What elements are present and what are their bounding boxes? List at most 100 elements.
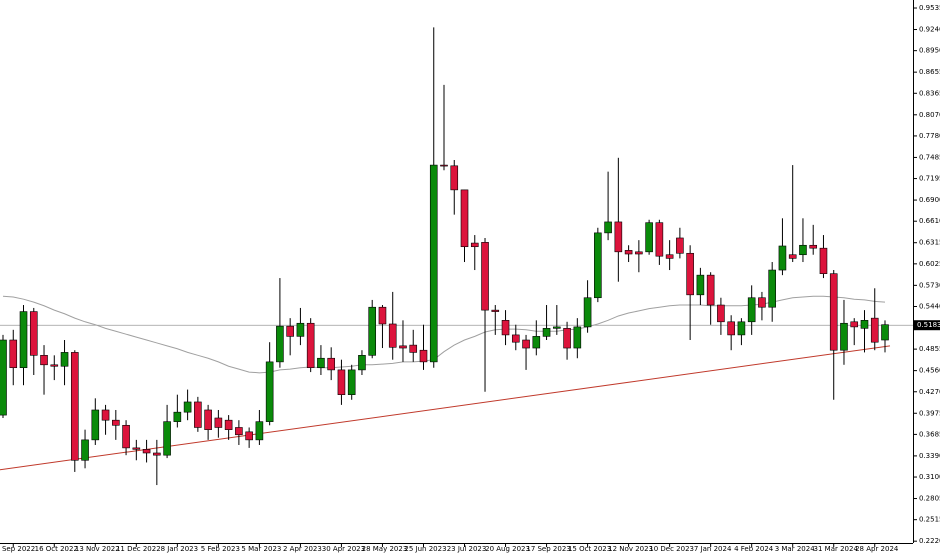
- candle-body: [511, 334, 520, 343]
- candle-body: [132, 447, 141, 450]
- candle-body: [542, 328, 551, 337]
- y-tick-label: 0.2220: [919, 537, 940, 545]
- candle-body: [214, 417, 223, 428]
- candle-body: [204, 409, 212, 430]
- x-tick-label: 23 Jul 2023: [447, 545, 487, 553]
- candle-body: [799, 244, 807, 256]
- candle-body: [163, 421, 171, 456]
- y-tick-label: 0.6025: [919, 260, 940, 268]
- candle-body: [40, 355, 48, 366]
- candle-body: [778, 245, 787, 271]
- candle-body: [19, 311, 28, 369]
- candle-body: [604, 221, 612, 234]
- candle-body: [491, 309, 500, 312]
- candle-body: [737, 321, 746, 336]
- candle-body: [337, 369, 346, 395]
- candle-body: [409, 344, 418, 353]
- candle-body: [235, 427, 243, 436]
- x-tick-label: 13 Nov 2022: [75, 545, 120, 553]
- candle-body: [153, 452, 161, 456]
- x-tick-label: 28 May 2023: [362, 545, 408, 553]
- x-tick-label: 30 Apr 2023: [322, 545, 365, 553]
- candle-body: [327, 357, 335, 371]
- x-tick-label: 15 Oct 2023: [568, 545, 611, 553]
- y-tick-label: 0.8655: [919, 68, 940, 76]
- candle-body: [306, 322, 315, 369]
- candle-body: [399, 345, 407, 349]
- x-tick-label: 4 Feb 2024: [734, 545, 774, 553]
- candle-body: [481, 242, 489, 311]
- candle-body: [378, 306, 387, 325]
- y-tick-label: 0.3685: [919, 430, 940, 438]
- candle-body: [727, 321, 735, 336]
- candle-body: [173, 411, 182, 422]
- candle-body: [563, 328, 571, 349]
- candle-body: [183, 401, 192, 413]
- y-tick-label: 0.7195: [919, 175, 940, 183]
- candle-body: [870, 317, 879, 343]
- x-tick-label: 7 Jan 2024: [694, 545, 732, 553]
- candle-body: [70, 352, 79, 461]
- candle-body: [50, 364, 59, 367]
- candle-body: [245, 431, 253, 441]
- candle-body: [635, 251, 643, 255]
- candle-body: [419, 349, 428, 363]
- candle-body: [255, 421, 264, 441]
- candle-body: [276, 325, 284, 363]
- x-tick-label: 11 Dec 2022: [116, 545, 161, 553]
- candle-body: [91, 409, 100, 441]
- candle-body: [347, 369, 356, 395]
- candle-body: [440, 164, 448, 167]
- candle-body: [850, 321, 859, 328]
- candle-body: [614, 221, 623, 253]
- candle-body: [265, 361, 274, 422]
- y-tick-label: 0.4855: [919, 345, 940, 353]
- candle-body: [470, 242, 479, 248]
- candle-body: [142, 449, 151, 454]
- candle-body: [696, 274, 705, 296]
- candle-body: [532, 336, 541, 349]
- candle-body: [747, 297, 756, 323]
- candle-body: [624, 250, 633, 255]
- candle-body: [388, 323, 397, 348]
- candle-body: [81, 439, 89, 461]
- candle-body: [450, 165, 459, 191]
- candle-body: [9, 339, 18, 369]
- candle-body: [0, 339, 7, 416]
- y-tick-label: 0.7485: [919, 153, 940, 161]
- candle-body: [881, 324, 889, 341]
- candle-body: [819, 247, 828, 274]
- x-tick-label: 5 Mar 2023: [241, 545, 281, 553]
- candle-body: [758, 297, 766, 308]
- x-tick-label: 28 Apr 2024: [855, 545, 899, 553]
- candle-body: [122, 424, 130, 449]
- candle-body: [501, 320, 510, 336]
- candle-body: [29, 311, 38, 356]
- candle-body: [224, 419, 233, 430]
- x-tick-label: 16 Oct 2022: [35, 545, 78, 553]
- candle-body: [655, 222, 664, 257]
- candle-body: [809, 244, 818, 249]
- x-tick-label: 12 Nov 2023: [608, 545, 653, 553]
- candle-body: [829, 273, 838, 351]
- y-tick-label: 0.3975: [919, 409, 940, 417]
- candle-body: [60, 352, 69, 367]
- candle-body: [860, 320, 869, 329]
- x-tick-label: 10 Dec 2023: [649, 545, 694, 553]
- x-tick-label: 31 Mar 2024: [814, 545, 859, 553]
- y-tick-label: 0.8365: [919, 89, 940, 97]
- x-tick-label: 25 Jun 2023: [404, 545, 446, 553]
- x-tick-label: 2 Apr 2023: [283, 545, 322, 553]
- x-tick-label: 8 Sep 2022: [0, 545, 35, 553]
- candle-body: [706, 274, 715, 306]
